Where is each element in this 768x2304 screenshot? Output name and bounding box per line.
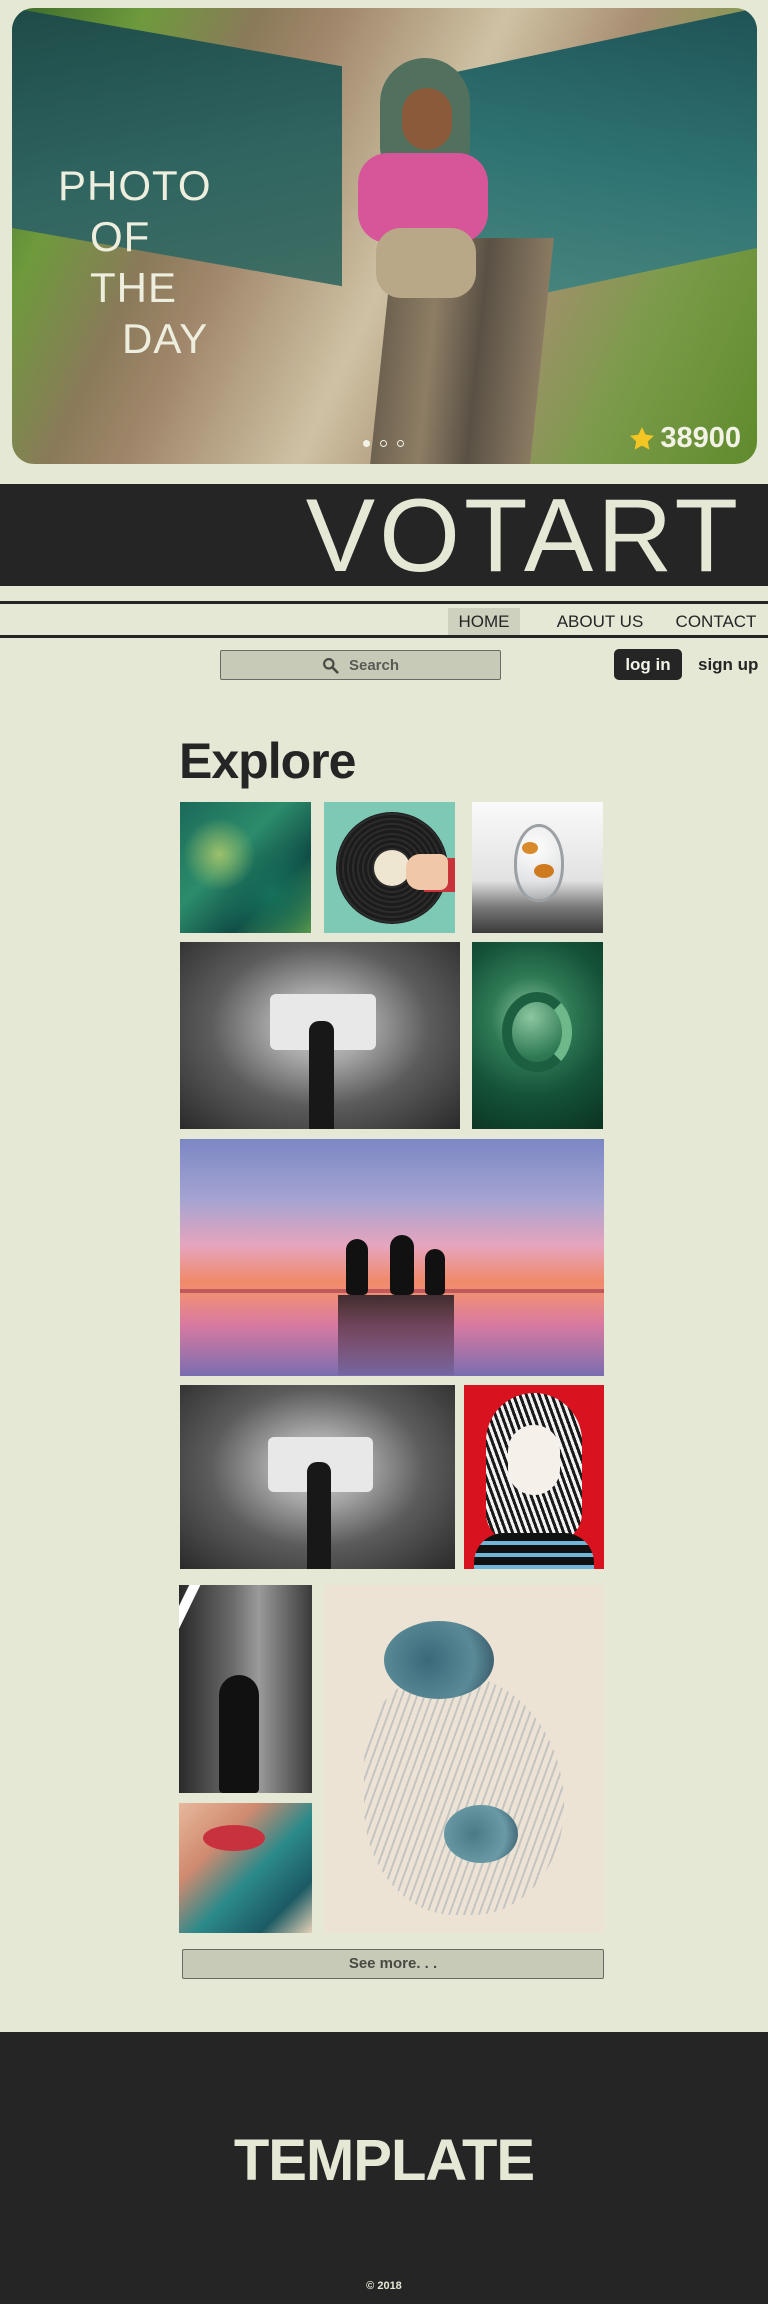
footer-title: TEMPLATE [233, 2128, 535, 2193]
search-label: Search [348, 656, 400, 674]
photo-of-the-day-hero[interactable]: PHOTO OF THE DAY 38900 [12, 8, 757, 464]
gallery-image-upside-down-city[interactable] [180, 942, 460, 1129]
gallery-image-woman-portrait[interactable] [464, 1385, 604, 1569]
hero-title: PHOTO OF THE DAY [58, 160, 212, 364]
hero-subject [350, 58, 500, 308]
hero-title-line-2: OF [90, 213, 151, 260]
gallery-image-light-beam[interactable] [179, 1585, 312, 1793]
vote-counter[interactable]: 38900 [628, 422, 741, 455]
gallery-image-fish-drawing[interactable] [324, 1585, 604, 1933]
nav-about-us[interactable]: ABOUT US [556, 612, 644, 631]
search-icon [322, 657, 339, 674]
search-button[interactable]: Search [220, 650, 501, 680]
carousel-dot-2[interactable] [380, 440, 387, 447]
nav-home[interactable]: HOME [448, 608, 520, 635]
star-icon[interactable] [628, 425, 656, 453]
gallery-image-jungle[interactable] [180, 802, 311, 933]
site-logo[interactable]: VOTART [305, 478, 742, 594]
nav-contact[interactable]: CONTACT [675, 612, 757, 631]
copyright-text: © 2018 [366, 2280, 402, 2292]
gallery-image-green-abstract[interactable] [472, 942, 603, 1129]
login-button[interactable]: log in [614, 649, 682, 680]
gallery-image-glass-egg-butterflies[interactable] [472, 802, 603, 933]
hero-title-line-3: THE [90, 264, 177, 311]
brand-bar: VOTART [0, 478, 768, 594]
explore-heading: Explore [179, 733, 356, 789]
carousel-dots [363, 440, 404, 447]
carousel-dot-3[interactable] [397, 440, 404, 447]
main-nav: HOME ABOUT US CONTACT [0, 601, 768, 638]
gallery-image-vinyl-record[interactable] [324, 802, 455, 933]
signup-link[interactable]: sign up [698, 655, 759, 674]
see-more-button[interactable]: See more. . . [182, 1949, 604, 1979]
footer: TEMPLATE © 2018 [0, 2032, 768, 2304]
gallery-image-upside-down-city-2[interactable] [180, 1385, 455, 1569]
vote-count: 38900 [660, 422, 741, 454]
hero-title-line-4: DAY [122, 315, 209, 362]
hero-title-line-1: PHOTO [58, 162, 212, 209]
gallery-image-beach-sunset-kids[interactable] [180, 1139, 604, 1376]
carousel-dot-1[interactable] [363, 440, 370, 447]
gallery-image-painted-lips[interactable] [179, 1803, 312, 1933]
